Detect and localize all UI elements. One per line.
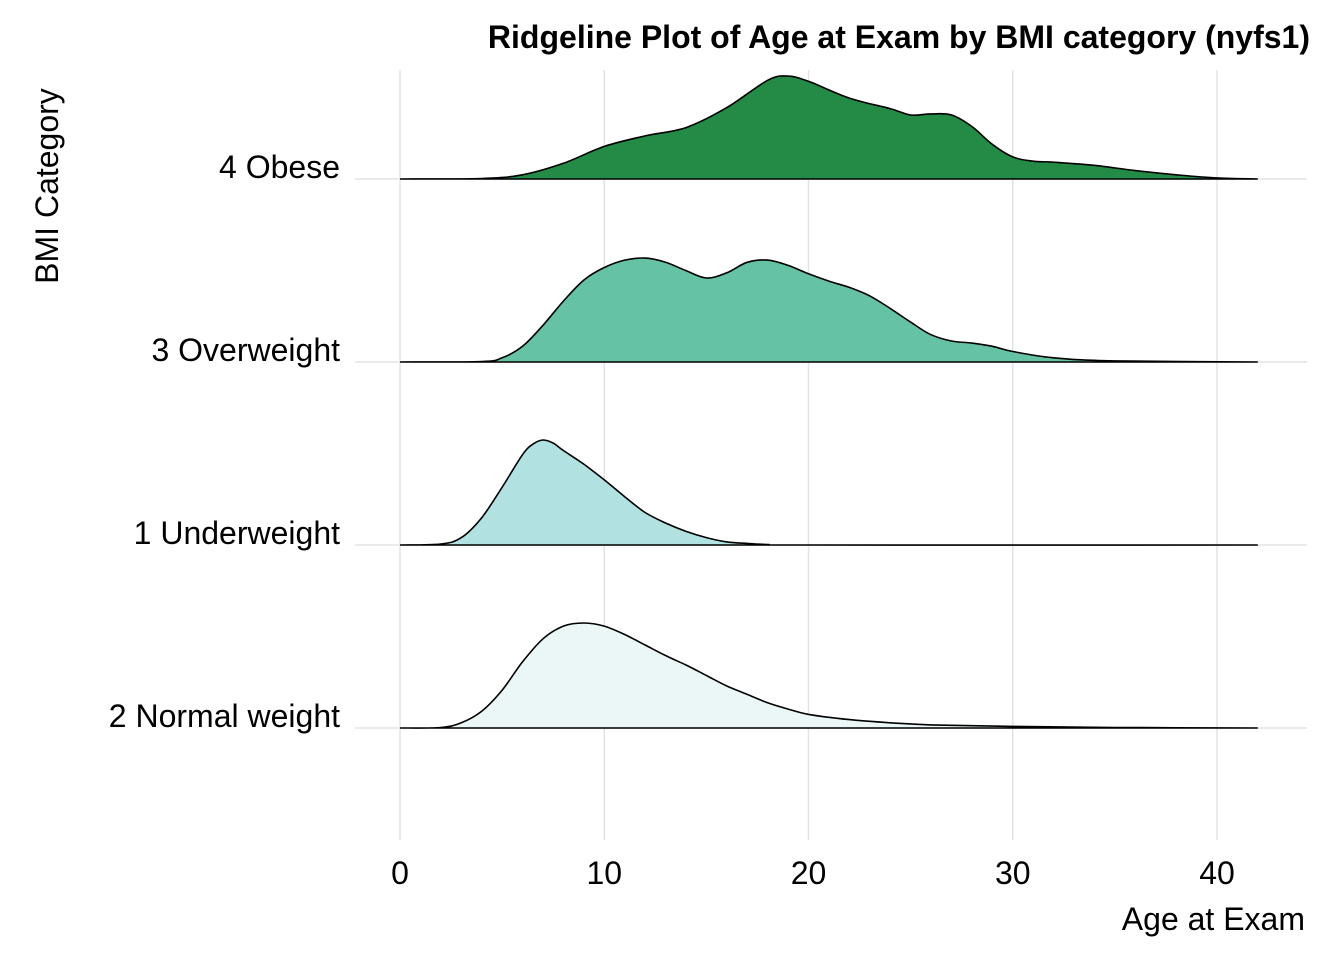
- category-labels: 2 Normal weight 1 Underweight 3 Overweight…: [109, 149, 340, 734]
- chart-title: Ridgeline Plot of Age at Exam by BMI cat…: [488, 19, 1310, 55]
- ridges: [399, 75, 1258, 729]
- ridge-1-underweight: [399, 439, 1258, 546]
- x-tick-label: 40: [1199, 855, 1235, 891]
- x-tick-label: 0: [391, 855, 409, 891]
- category-label: 4 Obese: [219, 149, 340, 185]
- category-label: 2 Normal weight: [109, 698, 340, 734]
- category-label: 3 Overweight: [151, 332, 340, 368]
- x-axis-label: Age at Exam: [1122, 901, 1305, 937]
- x-tick-label: 30: [995, 855, 1031, 891]
- ridge-2-normal-weight: [399, 622, 1258, 729]
- category-label: 1 Underweight: [134, 515, 340, 551]
- x-tick-labels: 0 10 20 30 40: [391, 855, 1235, 891]
- x-tick-label: 20: [791, 855, 827, 891]
- y-axis-label: BMI Category: [29, 88, 65, 284]
- x-tick-label: 10: [586, 855, 622, 891]
- ridge-4-obese: [399, 75, 1258, 180]
- ridge-3-overweight: [399, 257, 1258, 363]
